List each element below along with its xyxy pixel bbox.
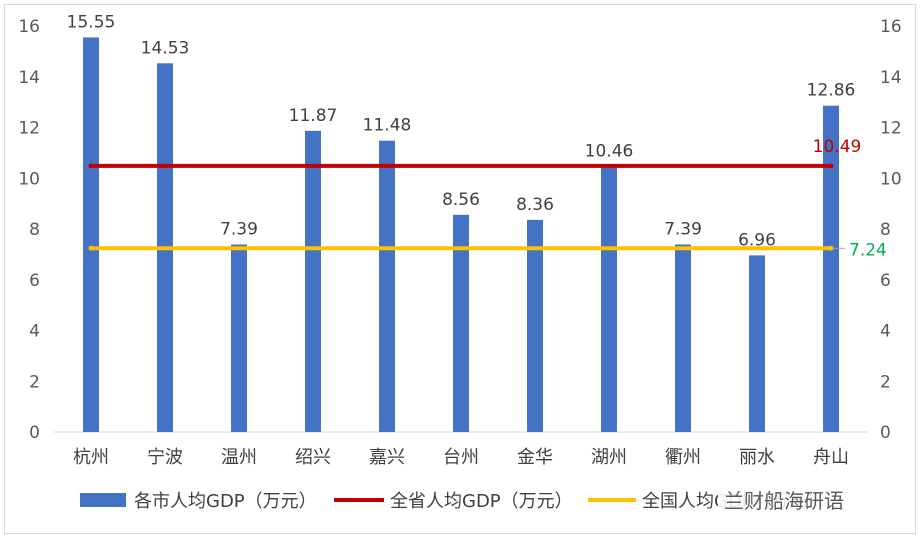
y-tick-label-left: 14 — [18, 68, 40, 88]
y-tick-label-left: 0 — [29, 423, 40, 443]
category-label: 湖州 — [591, 447, 627, 468]
y-axis-left: 0 2 4 6 8 10 12 14 16 — [18, 17, 40, 443]
bar-data-label: 7.39 — [220, 219, 258, 239]
bar-data-label: 14.53 — [141, 38, 190, 58]
line-marker — [88, 245, 94, 251]
bar — [823, 105, 839, 433]
line-marker — [88, 163, 94, 169]
y-tick-label-left: 16 — [18, 17, 40, 37]
bar — [379, 140, 395, 432]
y-tick-label-right: 0 — [880, 423, 891, 443]
bar-data-label: 11.87 — [289, 106, 338, 126]
category-label: 温州 — [221, 447, 257, 468]
bar — [453, 214, 469, 432]
bar-data-label: 15.55 — [67, 12, 116, 32]
bar-data-labels: 15.55 14.53 7.39 11.87 11.48 8.56 8.36 10.46 7.3… — [67, 12, 856, 250]
y-tick-label-left: 4 — [29, 322, 40, 342]
bar — [749, 255, 765, 432]
bar-data-label: 7.39 — [664, 219, 702, 239]
bar — [231, 244, 247, 432]
y-tick-label-left: 12 — [18, 119, 40, 139]
bar-data-label: 11.48 — [363, 116, 412, 136]
category-label: 丽水 — [739, 447, 775, 468]
y-tick-label-right: 10 — [880, 169, 902, 189]
y-tick-label-right: 2 — [880, 372, 891, 392]
watermark-backdrop — [718, 484, 896, 516]
y-tick-label-right: 16 — [880, 17, 902, 37]
national-avg-label: 7.24 — [849, 240, 887, 260]
category-label: 宁波 — [147, 447, 183, 468]
y-tick-label-right: 4 — [880, 322, 891, 342]
y-tick-label-left: 10 — [18, 169, 40, 189]
line-marker — [828, 163, 834, 169]
y-tick-label-left: 6 — [29, 271, 40, 291]
bar-data-label: 10.46 — [585, 142, 634, 162]
category-label: 嘉兴 — [369, 447, 405, 468]
category-label: 金华 — [517, 447, 553, 468]
bar-data-label: 12.86 — [807, 81, 856, 101]
watermark-logo-text: 兰财船海研语 — [724, 489, 844, 513]
bar-data-label: 8.36 — [516, 195, 554, 215]
chart-frame — [4, 4, 916, 534]
y-tick-label-left: 8 — [29, 220, 40, 240]
y-tick-label-right: 6 — [880, 271, 891, 291]
category-label: 衢州 — [665, 447, 701, 468]
bar-data-label: 8.56 — [442, 190, 480, 210]
bar — [601, 166, 617, 432]
category-label: 杭州 — [73, 447, 109, 468]
bar-series — [83, 37, 839, 433]
category-label: 台州 — [443, 447, 479, 468]
bar — [83, 37, 99, 432]
y-tick-label-right: 14 — [880, 68, 902, 88]
x-axis-categories: 杭州 宁波 温州 绍兴 嘉兴 台州 金华 湖州 衢州 丽水 舟山 — [73, 447, 849, 468]
category-label: 绍兴 — [295, 447, 331, 468]
bar — [305, 130, 321, 432]
legend-label-province: 全省人均GDP（万元） — [390, 491, 573, 512]
province-avg-label: 10.49 — [813, 137, 862, 157]
bar-data-label: 6.96 — [738, 230, 776, 250]
legend: 各市人均GDP（万元）全省人均GDP（万元）全国人均GDP（万元）兰财船海研语 — [80, 484, 896, 516]
reference-lines: 10.49 7.24 — [88, 137, 887, 260]
bar — [675, 244, 691, 432]
legend-swatch-bars — [80, 493, 126, 507]
legend-label-bars: 各市人均GDP（万元） — [134, 491, 317, 512]
y-axis-right: 0 2 4 6 8 10 12 14 16 — [880, 17, 902, 443]
y-tick-label-right: 8 — [880, 220, 891, 240]
category-label: 舟山 — [813, 447, 849, 468]
bar — [527, 219, 543, 432]
line-marker — [828, 245, 834, 251]
y-tick-label-right: 12 — [880, 119, 902, 139]
y-tick-label-left: 2 — [29, 372, 40, 392]
